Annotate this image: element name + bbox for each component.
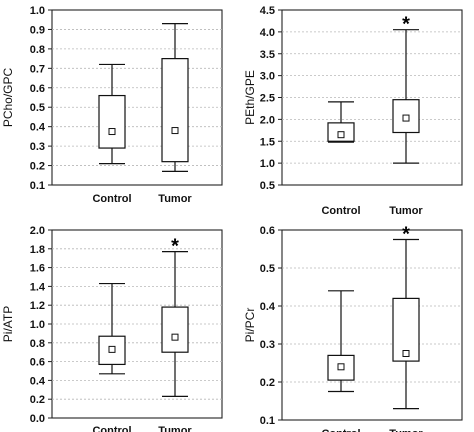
chart-panel-1: 0.1 0.2 0.3 0.4 0.5 0.6 0.7 0.8 0.9 1.0 PCho/GPC Co… (1, 5, 223, 205)
box-tumor: * (161, 236, 189, 397)
y-tick-label: 0.5 (260, 180, 275, 192)
y-tick-label: 0.8 (30, 338, 45, 350)
plot-frame (281, 229, 463, 421)
y-tick-label: 4.5 (260, 5, 275, 17)
y-tick-label: 0.4 (30, 122, 46, 134)
y-axis-label: Pi/ATP (1, 306, 15, 342)
y-tick-label: 3.0 (260, 71, 275, 83)
significance-star: * (171, 236, 179, 258)
x-category-label: Tumor (158, 425, 192, 432)
y-tick-label: 0.1 (260, 415, 275, 427)
y-tick-label: 0.4 (260, 301, 276, 313)
y-tick-label: 4.0 (260, 27, 275, 39)
y-tick-label: 1.2 (30, 300, 45, 312)
y-tick-label: 0.5 (260, 263, 275, 275)
y-tick-label: 2.5 (260, 93, 275, 105)
x-category-label: Control (92, 193, 131, 205)
median-marker (402, 114, 410, 122)
y-tick-label: 0.5 (30, 102, 45, 114)
y-tick-label: 0.6 (260, 225, 275, 237)
significance-star: * (402, 14, 410, 36)
y-tick-label: 0.3 (30, 141, 45, 153)
y-tick-label: 0.8 (30, 44, 45, 56)
y-tick-label: 2.0 (260, 114, 275, 126)
box-tumor: * (392, 14, 420, 164)
y-tick-label: 1.0 (260, 158, 275, 170)
y-tick-label: 0.2 (260, 377, 275, 389)
y-axis-label: PCho/GPC (1, 67, 15, 127)
y-tick-label: 0.6 (30, 83, 45, 95)
box-tumor: * (392, 224, 420, 410)
box-control (98, 63, 126, 165)
interquartile-box (161, 58, 189, 163)
y-tick-label: 0.9 (30, 24, 45, 36)
median-marker (108, 345, 116, 353)
y-tick-label: 1.0 (30, 319, 45, 331)
y-tick-label: 0.4 (30, 375, 46, 387)
y-tick-label: 0.6 (30, 357, 45, 369)
y-tick-label: 0.2 (30, 394, 45, 406)
y-axis-label: Pi/PCr (243, 308, 257, 343)
x-category-label: Control (92, 425, 131, 432)
median-marker (171, 127, 179, 135)
chart-panel-2: 0.5 1.0 1.5 2.0 2.5 3.0 3.5 4.0 4.5 PEth/GPE Contr… (243, 5, 463, 217)
interquartile-box (98, 94, 126, 149)
x-category-label: Tumor (158, 193, 192, 205)
median-marker (171, 333, 179, 341)
x-category-label: Control (321, 205, 360, 217)
chart-panel-4: 0.1 0.2 0.3 0.4 0.5 0.6 Pi/PCr Control Tumor * (243, 224, 463, 432)
y-tick-label: 1.4 (30, 281, 46, 293)
y-tick-label: 3.5 (260, 49, 275, 61)
y-tick-label: 2.0 (30, 225, 45, 237)
box-control (327, 290, 355, 393)
median-marker (402, 350, 410, 357)
box-tumor (161, 23, 189, 172)
median-marker (337, 131, 345, 139)
x-category-label: Control (321, 428, 360, 432)
box-control (327, 101, 355, 143)
y-tick-label: 1.5 (260, 136, 275, 148)
y-tick-label: 0.1 (30, 180, 45, 192)
y-tick-label: 1.8 (30, 244, 45, 256)
chart-panel-3: 0.0 0.2 0.4 0.6 0.8 1.0 1.2 1.4 1.6 1.8 2.0 Pi/ATP C… (1, 225, 223, 432)
x-category-label: Tumor (389, 428, 423, 432)
y-tick-label: 0.3 (260, 339, 275, 351)
y-tick-label: 0.7 (30, 63, 45, 75)
x-category-label: Tumor (389, 205, 423, 217)
y-axis-label: PEth/GPE (243, 70, 257, 125)
median-marker (108, 128, 116, 136)
y-tick-label: 1.0 (30, 5, 45, 17)
significance-star: * (402, 224, 410, 246)
y-tick-label: 1.6 (30, 263, 45, 275)
interquartile-box (161, 306, 189, 353)
median-marker (337, 363, 345, 371)
plot-frame (51, 9, 223, 186)
y-tick-label: 0.0 (30, 413, 45, 425)
box-control (98, 282, 126, 375)
y-tick-label: 0.2 (30, 161, 45, 173)
